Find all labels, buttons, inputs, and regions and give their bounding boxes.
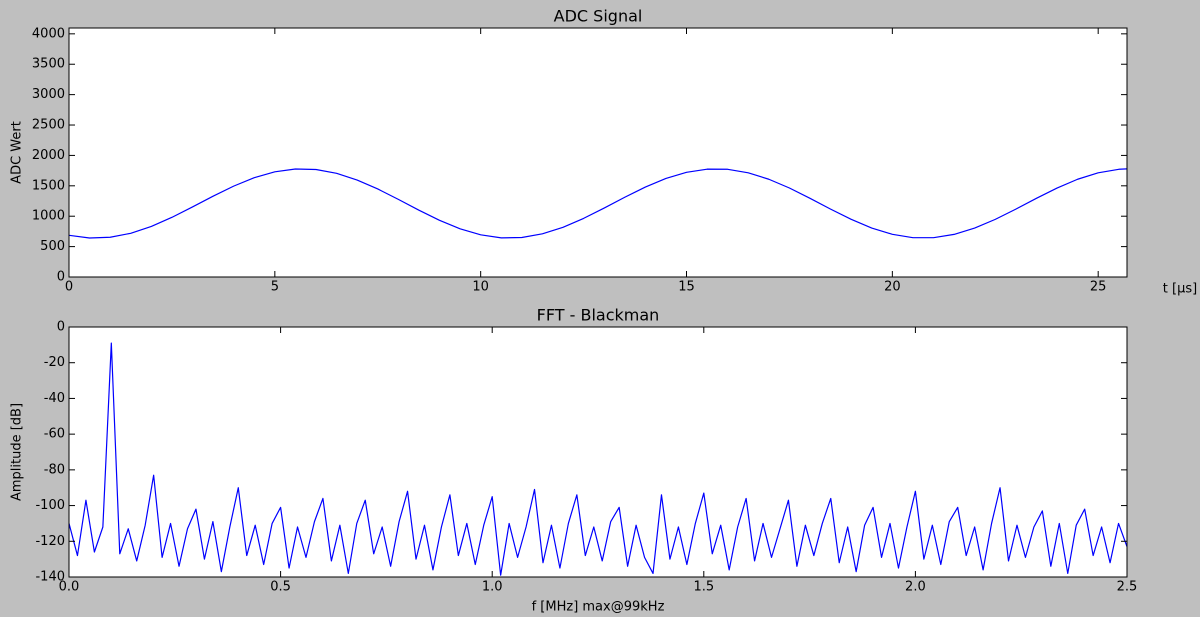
y-tick-label: -20 (44, 355, 65, 370)
x-tick-label: 0.0 (59, 580, 80, 595)
x-axis-label: f [MHz] max@99kHz (532, 600, 665, 615)
y-tick-label: 3000 (32, 87, 65, 102)
x-tick-label: 2.0 (905, 580, 926, 595)
x-tick-label: 1.0 (482, 580, 503, 595)
chart-title: ADC Signal (554, 7, 643, 26)
x-tick-label: 25 (1090, 280, 1107, 295)
y-axis-label: ADC Wert (10, 121, 25, 184)
plot-area (69, 327, 1127, 577)
x-tick-label: 20 (884, 280, 901, 295)
y-axis-label: Amplitude [dB] (10, 403, 25, 501)
data-line (69, 342, 1127, 576)
y-tick-label: 0 (57, 270, 65, 285)
y-tick-label: 1500 (32, 178, 65, 193)
x-tick-label: 0 (65, 280, 73, 295)
x-tick-label: 0.5 (270, 580, 291, 595)
y-tick-label: 4000 (32, 26, 65, 41)
x-tick-label: 10 (472, 280, 489, 295)
y-tick-label: 2000 (32, 148, 65, 163)
x-tick-label: 15 (678, 280, 695, 295)
x-tick-label: 2.5 (1117, 580, 1138, 595)
y-tick-label: 500 (40, 239, 65, 254)
plot-frame (68, 326, 1128, 578)
y-tick-label: 1000 (32, 209, 65, 224)
y-tick-label: -140 (35, 570, 65, 585)
data-line (69, 168, 1127, 239)
chart-title: FFT - Blackman (537, 306, 660, 325)
y-tick-label: -80 (44, 462, 65, 477)
plot-area (69, 28, 1127, 277)
plot-frame (68, 27, 1128, 278)
x-axis-label: t [μs] (1163, 282, 1197, 297)
x-tick-label: 5 (271, 280, 279, 295)
x-tick-label: 1.5 (693, 580, 714, 595)
y-tick-label: 3500 (32, 57, 65, 72)
y-tick-label: 0 (57, 320, 65, 335)
y-tick-label: -40 (44, 391, 65, 406)
y-tick-label: 2500 (32, 118, 65, 133)
y-tick-label: -120 (35, 534, 65, 549)
y-tick-label: -60 (44, 427, 65, 442)
y-tick-label: -100 (35, 498, 65, 513)
